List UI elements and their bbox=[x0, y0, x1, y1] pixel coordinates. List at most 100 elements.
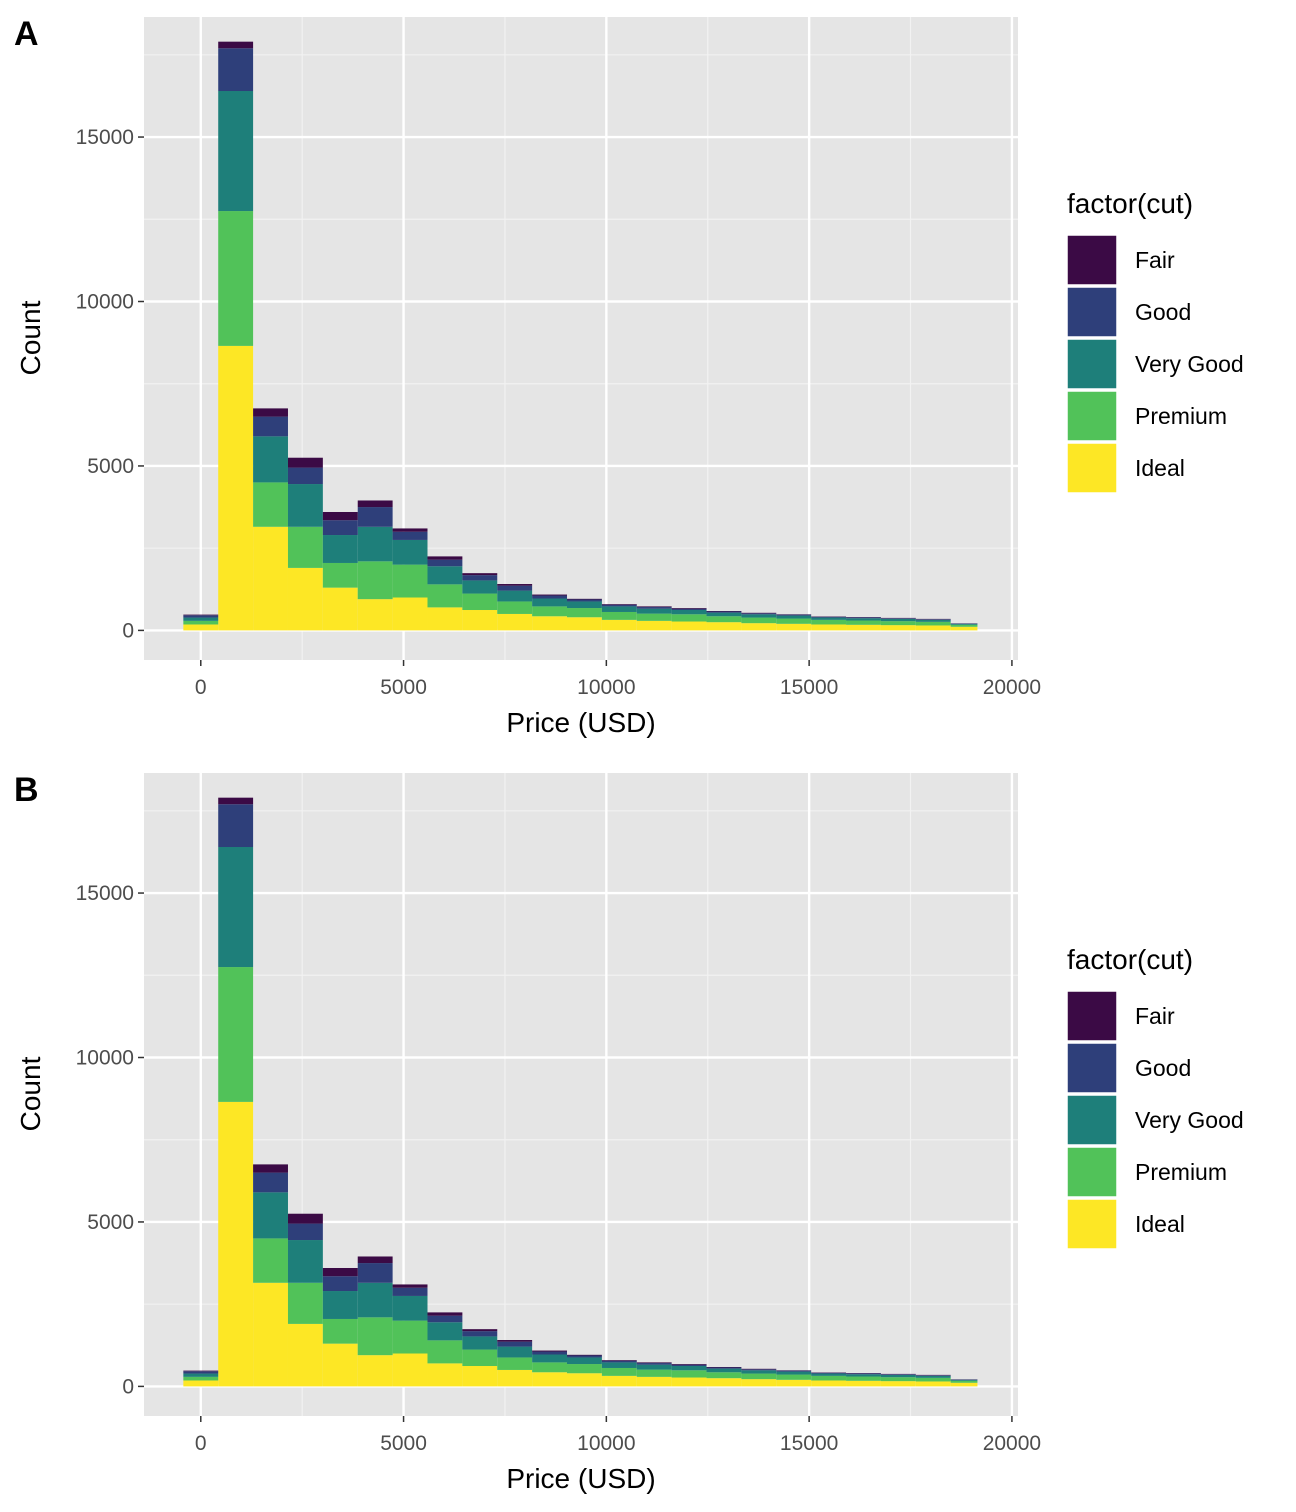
bar-very-good bbox=[497, 1346, 533, 1358]
x-axis-title-a: Price (USD) bbox=[506, 707, 655, 738]
y-tick-label: 10000 bbox=[76, 290, 134, 313]
bar-good bbox=[567, 599, 602, 602]
bar-fair bbox=[671, 608, 707, 609]
bar-very-good bbox=[357, 1282, 393, 1318]
bar-fair bbox=[287, 1213, 323, 1224]
bar-ideal bbox=[218, 345, 254, 631]
bar-very-good bbox=[811, 617, 847, 620]
bar-ideal bbox=[880, 625, 916, 631]
bar-ideal bbox=[950, 1382, 978, 1387]
bar-ideal bbox=[497, 1369, 533, 1387]
legend-key-ideal bbox=[1066, 442, 1118, 494]
bar-ideal bbox=[601, 1375, 637, 1387]
bar-good bbox=[532, 595, 568, 599]
bar-ideal bbox=[322, 587, 358, 631]
bar-very-good bbox=[322, 1291, 358, 1319]
bar-premium bbox=[671, 614, 707, 622]
bar-ideal bbox=[253, 1282, 288, 1387]
bar-premium bbox=[287, 526, 323, 568]
bar-fair bbox=[497, 1340, 533, 1342]
bar-ideal bbox=[776, 1379, 812, 1387]
bar-good bbox=[287, 467, 323, 485]
bar-good bbox=[392, 531, 428, 540]
bar-premium bbox=[706, 1372, 742, 1379]
bar-good bbox=[218, 804, 254, 848]
bar-fair bbox=[427, 556, 463, 560]
bar-premium bbox=[532, 606, 568, 617]
bar-good bbox=[880, 1374, 916, 1375]
bars-a bbox=[183, 41, 978, 631]
bar-ideal bbox=[776, 623, 812, 631]
bar-fair bbox=[183, 1370, 219, 1372]
bar-ideal bbox=[950, 626, 978, 631]
legend-key-premium bbox=[1066, 1146, 1118, 1198]
bar-premium bbox=[880, 621, 916, 626]
bar-good bbox=[811, 1372, 847, 1374]
legend-label-premium: Premium bbox=[1135, 403, 1227, 429]
legend-label-ideal: Ideal bbox=[1135, 455, 1185, 481]
y-tick-label: 15000 bbox=[76, 126, 134, 149]
y-axis-title-b: Count bbox=[15, 1056, 46, 1131]
x-tick-label: 0 bbox=[195, 1432, 207, 1455]
bar-good bbox=[462, 1331, 498, 1337]
bar-premium bbox=[636, 613, 672, 621]
bar-very-good bbox=[776, 615, 812, 619]
bar-very-good bbox=[950, 623, 978, 625]
bar-ideal bbox=[357, 1355, 393, 1387]
legend-key-good bbox=[1066, 286, 1118, 338]
bar-very-good bbox=[950, 1379, 978, 1381]
panel-tag-a: A bbox=[14, 15, 39, 53]
bar-very-good bbox=[427, 566, 463, 585]
y-tick-label: 15000 bbox=[76, 882, 134, 905]
chart-panel-a: A 0 5000 10000 15000 0 5000 10000 15000 20000 P… bbox=[14, 15, 1244, 738]
bar-premium bbox=[915, 1377, 951, 1382]
bar-ideal bbox=[741, 623, 777, 631]
y-tick-label: 0 bbox=[122, 619, 134, 642]
bar-very-good bbox=[776, 1371, 812, 1375]
bar-premium bbox=[183, 620, 219, 625]
bar-very-good bbox=[880, 1374, 916, 1378]
bar-fair bbox=[462, 573, 498, 576]
bar-ideal bbox=[915, 625, 951, 631]
bar-ideal bbox=[846, 1380, 881, 1387]
y-ticks-a: 0 5000 10000 15000 bbox=[76, 126, 144, 642]
bar-fair bbox=[601, 1360, 637, 1361]
bar-ideal bbox=[846, 624, 881, 631]
bar-very-good bbox=[253, 1192, 288, 1239]
bar-fair bbox=[462, 1329, 498, 1332]
legend-key-fair bbox=[1066, 990, 1118, 1042]
x-ticks-b: 0 5000 10000 15000 20000 bbox=[195, 1416, 1041, 1455]
x-tick-label: 15000 bbox=[780, 676, 838, 699]
bar-fair bbox=[322, 1267, 358, 1277]
legend-label-good: Good bbox=[1135, 1055, 1191, 1081]
x-tick-label: 0 bbox=[195, 676, 207, 699]
bar-good bbox=[392, 1287, 428, 1296]
legend-key-premium bbox=[1066, 390, 1118, 442]
legend-items-a: Fair Good Very Good Premium Ideal bbox=[1066, 234, 1244, 494]
bar-premium bbox=[636, 1369, 672, 1377]
bar-premium bbox=[950, 624, 978, 627]
bar-fair bbox=[253, 408, 288, 417]
bar-ideal bbox=[218, 1101, 254, 1387]
bar-premium bbox=[846, 620, 881, 625]
bar-good bbox=[880, 618, 916, 619]
bar-fair bbox=[287, 457, 323, 468]
bar-very-good bbox=[636, 1364, 672, 1370]
bar-very-good bbox=[462, 580, 498, 594]
bar-premium bbox=[846, 1376, 881, 1381]
bar-good bbox=[601, 1360, 637, 1363]
bar-very-good bbox=[915, 1375, 951, 1378]
bar-premium bbox=[183, 1376, 219, 1381]
bar-ideal bbox=[392, 1353, 428, 1387]
bar-fair bbox=[636, 1362, 672, 1364]
bar-good bbox=[601, 604, 637, 607]
legend-label-fair: Fair bbox=[1135, 247, 1175, 273]
legend-key-very-good bbox=[1066, 338, 1118, 390]
bar-ideal bbox=[811, 624, 847, 631]
bar-premium bbox=[392, 1320, 428, 1354]
bar-premium bbox=[741, 617, 777, 624]
bar-very-good bbox=[706, 1368, 742, 1373]
bar-good bbox=[497, 1341, 533, 1347]
bar-ideal bbox=[427, 1363, 463, 1387]
y-tick-label: 0 bbox=[122, 1375, 134, 1398]
